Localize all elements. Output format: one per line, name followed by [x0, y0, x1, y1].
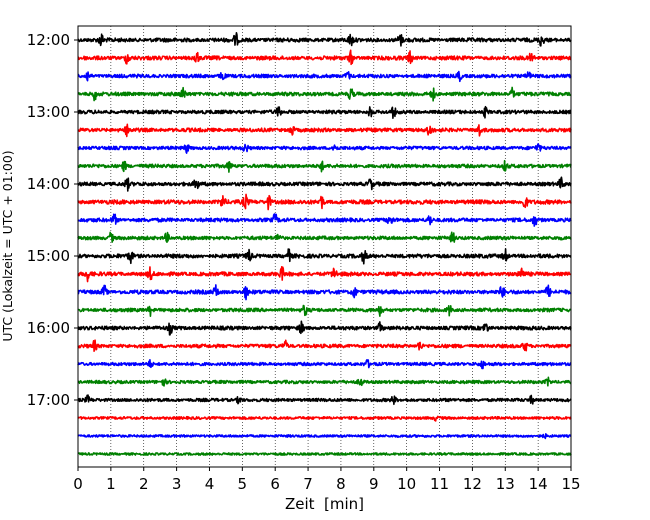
trace-row [77, 123, 572, 138]
trace-row [77, 86, 572, 102]
y-axis-ticks: 12:00 13:00 14:00 15:00 16:00 17:00 [27, 31, 78, 409]
trace-row [77, 432, 572, 440]
trace-row [77, 213, 572, 227]
trace-row [77, 143, 572, 154]
seismogram-traces [77, 31, 572, 456]
y-axis-label: UTC (Lokalzeit = UTC + 01:00) [0, 150, 15, 341]
y-tick-label: 12:00 [27, 31, 70, 49]
y-tick-label: 15:00 [27, 247, 70, 265]
trace-row [77, 193, 572, 211]
trace-row [77, 415, 572, 422]
trace-row [77, 49, 572, 66]
x-tick-label: 15 [561, 475, 580, 493]
trace-row [77, 176, 572, 192]
x-tick-label: 9 [369, 475, 379, 493]
y-tick-label: 17:00 [27, 391, 70, 409]
x-tick-label: 1 [106, 475, 116, 493]
x-tick-label: 12 [463, 475, 482, 493]
trace-row [77, 70, 572, 83]
x-tick-label: 13 [496, 475, 515, 493]
trace-row [77, 394, 572, 406]
trace-row [77, 320, 572, 336]
x-tick-label: 7 [303, 475, 313, 493]
x-axis-ticks: 0 1 2 3 4 5 6 7 8 9 10 11 12 13 14 15 [73, 467, 581, 493]
trace-row [77, 452, 572, 456]
x-tick-label: 5 [238, 475, 248, 493]
x-tick-label: 8 [336, 475, 346, 493]
trace-row [77, 266, 572, 283]
y-tick-label: 14:00 [27, 175, 70, 193]
trace-row [77, 31, 572, 47]
y-tick-label: 13:00 [27, 103, 70, 121]
y-tick-label: 16:00 [27, 319, 70, 337]
x-tick-label: 2 [139, 475, 149, 493]
trace-row [77, 284, 572, 301]
trace-row [77, 376, 572, 387]
trace-row [77, 231, 572, 243]
trace-row [77, 248, 572, 265]
x-tick-label: 6 [270, 475, 280, 493]
x-axis-label: Zeit [min] [285, 495, 364, 513]
x-tick-label: 14 [529, 475, 548, 493]
trace-row [77, 304, 572, 317]
x-tick-label: 11 [430, 475, 449, 493]
trace-row [77, 339, 572, 353]
trace-row [77, 159, 572, 173]
x-tick-label: 4 [205, 475, 215, 493]
plot-frame [77, 25, 572, 468]
x-tick-label: 3 [172, 475, 182, 493]
trace-row [77, 105, 572, 119]
trace-row [77, 358, 572, 370]
x-tick-label: 0 [73, 475, 83, 493]
x-tick-label: 10 [397, 475, 416, 493]
